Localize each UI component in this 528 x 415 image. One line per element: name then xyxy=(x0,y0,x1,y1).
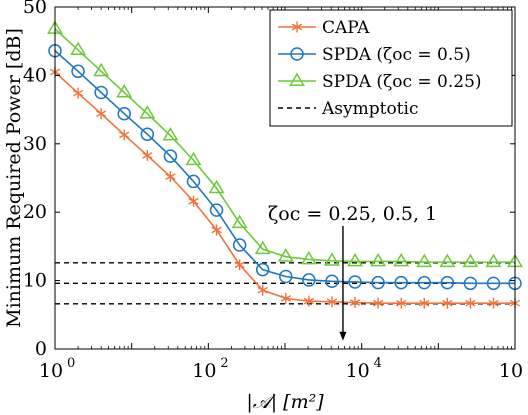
data-point xyxy=(485,253,502,268)
y-tick-label: 20 xyxy=(23,201,47,223)
data-point xyxy=(116,84,133,98)
y-axis-label: Minimum Required Power [dB] xyxy=(3,28,25,328)
y-tick-label: 10 xyxy=(23,270,47,292)
x-tick-label: 10 xyxy=(499,360,523,382)
data-point xyxy=(442,297,453,309)
data-point xyxy=(163,149,178,163)
data-point xyxy=(188,195,199,207)
data-point xyxy=(70,41,87,56)
data-point xyxy=(302,273,316,287)
data-point xyxy=(300,250,317,265)
legend-label: SPDA (ζoc = 0.5) xyxy=(322,45,471,65)
annotation-text: ζoc = 0.25, 0.5, 1 xyxy=(268,203,437,225)
data-point xyxy=(93,62,110,77)
data-point xyxy=(348,275,362,289)
data-point xyxy=(323,252,340,266)
plot-area xyxy=(47,20,523,309)
data-point xyxy=(440,275,455,290)
x-tick-exponent: 0 xyxy=(67,356,75,371)
data-point xyxy=(139,105,156,119)
data-point xyxy=(140,127,155,141)
data-point xyxy=(291,21,303,33)
x-tick-label: 10 xyxy=(346,360,370,382)
data-point xyxy=(465,297,476,309)
data-point xyxy=(208,179,225,194)
data-point xyxy=(326,296,338,308)
y-tick-label: 50 xyxy=(23,0,47,18)
data-point xyxy=(257,284,268,296)
legend: CAPA SPDA (ζoc = 0.5) SPDA (ζoc = 0.25) Asy… xyxy=(269,9,513,127)
data-point xyxy=(165,171,176,183)
annotation: ζoc = 0.25, 0.5, 1 xyxy=(268,203,437,341)
data-point xyxy=(349,296,361,308)
x-tick-exponent: 4 xyxy=(374,356,382,371)
data-point xyxy=(416,253,433,268)
legend-item: Asymptotic xyxy=(278,99,418,119)
legend-label: Asymptotic xyxy=(321,99,418,119)
data-point xyxy=(96,108,107,120)
data-point xyxy=(371,275,385,290)
data-point xyxy=(277,248,294,262)
data-point xyxy=(185,151,202,166)
data-point xyxy=(463,276,478,291)
data-point xyxy=(186,174,201,189)
legend-label: SPDA (ζoc = 0.25) xyxy=(322,72,482,92)
x-tick-label: 10 xyxy=(39,360,63,382)
annotation-arrowhead xyxy=(339,331,347,341)
data-point xyxy=(347,252,363,267)
x-tick-label: 10 xyxy=(192,360,216,382)
data-point xyxy=(162,127,179,141)
data-point xyxy=(303,295,314,307)
y-tick-label: 30 xyxy=(23,133,47,155)
data-point xyxy=(417,275,432,290)
legend-label: CAPA xyxy=(322,18,370,38)
x-tick-exponent: 2 xyxy=(220,356,228,371)
legend-box xyxy=(269,9,513,127)
data-point xyxy=(394,275,408,290)
data-point xyxy=(325,274,339,289)
data-point xyxy=(94,85,108,100)
x-axis-label: |𝒜| [m²] xyxy=(246,391,324,413)
data-point xyxy=(462,253,479,268)
data-point xyxy=(486,276,501,291)
data-point xyxy=(372,297,384,309)
data-point xyxy=(419,297,430,309)
data-point xyxy=(209,203,224,217)
legend-item: CAPA xyxy=(278,18,370,38)
data-point xyxy=(370,252,387,267)
data-point xyxy=(255,262,270,277)
data-point xyxy=(396,297,407,309)
data-point xyxy=(119,129,130,141)
data-point xyxy=(234,259,245,271)
y-tick-label: 0 xyxy=(35,338,47,360)
axes: 01020304050100102104106|𝒜| [m²]Minimum R… xyxy=(3,0,528,413)
data-point xyxy=(289,72,305,86)
series-line xyxy=(54,28,515,263)
series-line xyxy=(54,50,515,285)
data-point xyxy=(439,253,456,268)
data-point xyxy=(231,214,248,229)
data-point xyxy=(211,224,222,236)
data-point xyxy=(280,292,291,304)
data-point xyxy=(71,64,85,79)
data-point xyxy=(488,297,499,309)
data-point xyxy=(232,238,247,252)
legend-item: SPDA (ζoc = 0.5) xyxy=(278,45,471,65)
data-point xyxy=(254,240,271,255)
data-point xyxy=(393,252,410,267)
data-point xyxy=(117,106,131,121)
data-point xyxy=(72,87,84,99)
data-point xyxy=(142,149,153,161)
data-point xyxy=(290,47,304,61)
y-tick-label: 40 xyxy=(23,64,47,86)
legend-item: SPDA (ζoc = 0.25) xyxy=(278,72,482,92)
data-point xyxy=(279,269,293,284)
